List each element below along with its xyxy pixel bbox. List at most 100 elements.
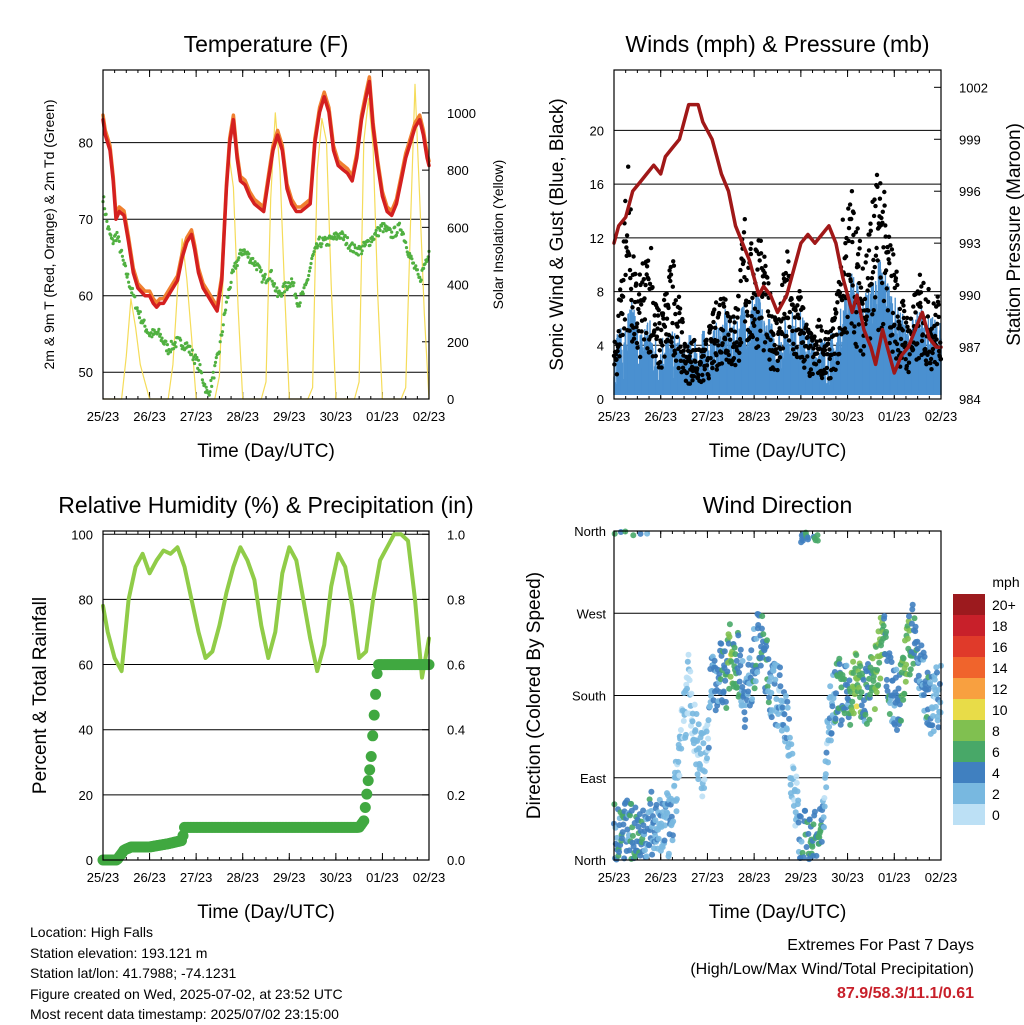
gust-point [832,315,838,321]
legend-label: 16 [992,639,1008,655]
gust-point [622,317,628,322]
gust-point [639,329,644,334]
gust-point [713,325,718,330]
gust-point [702,367,707,372]
gust-point [704,363,710,368]
gust-point [814,339,819,344]
gust-point [881,298,887,304]
direction-point [884,688,891,694]
gust-point [872,264,877,270]
gust-point [711,319,716,325]
gust-point [714,367,719,372]
x-tick-label: 28/23 [738,409,771,424]
dewpoint-point [275,286,279,290]
direction-point [641,847,648,854]
gust-point [777,326,782,331]
gust-point [911,304,916,309]
y2-tick-label: 984 [959,392,981,407]
gust-point [784,277,790,283]
dewpoint-point [394,233,398,237]
gust-point [634,340,640,346]
gust-point [714,353,719,358]
direction-point [786,715,793,722]
direction-point [814,537,821,544]
gust-point [873,295,878,300]
direction-point [810,821,817,828]
direction-point [799,849,806,856]
gust-point [738,267,743,273]
dewpoint-point [120,248,124,252]
gust-point [750,295,755,301]
direction-point [828,730,835,737]
gust-point [786,338,792,343]
dewpoint-point [200,378,204,382]
gust-point [671,263,677,268]
gust-point [874,245,879,251]
dewpoint-point [388,227,392,231]
gust-point [785,315,791,321]
gust-point [800,354,805,360]
gust-point [804,322,809,327]
gust-point [893,276,899,281]
direction-point [752,678,759,685]
gust-point [865,276,871,281]
y2-tick-label: 800 [447,163,469,178]
gust-point [868,228,873,233]
gust-point [809,331,814,336]
direction-point [739,658,746,664]
gust-point [673,298,678,303]
gust-point [826,337,831,342]
gust-point [775,367,780,373]
gust-point [627,252,632,258]
dewpoint-point [158,332,162,336]
gust-point [659,327,664,333]
direction-point [850,658,857,665]
direction-point [749,696,756,702]
gust-point [661,297,667,303]
gust-point [644,330,649,336]
gust-point [827,356,832,361]
gust-point [854,344,859,349]
gust-point [670,284,675,289]
gust-point [650,285,655,290]
gust-point [655,326,660,331]
gust-point [879,215,884,221]
gust-point [906,369,911,375]
direction-point [632,804,639,811]
direction-point [753,635,760,642]
gust-point [626,164,631,169]
dewpoint-point [390,230,394,234]
gust-point [894,341,900,347]
gust-point [777,355,783,360]
dewpoint-point [381,230,385,234]
direction-point [898,717,904,724]
legend-label: 0 [992,807,1000,823]
dewpoint-point [411,261,416,265]
direction-point [925,686,932,693]
precip-point [177,830,189,842]
dewpoint-point [283,290,287,294]
gust-point [758,238,763,243]
direction-point [643,853,650,860]
dewpoint-point [312,250,316,254]
gust-point [644,272,649,277]
legend-swatch [953,741,985,762]
dewpoint-point [425,257,429,262]
dewpoint-point [302,286,306,290]
gust-point [675,324,680,329]
direction-point [914,638,921,645]
gust-point [745,313,750,318]
direction-point [720,688,727,695]
series-solar-line [102,83,430,400]
direction-point [726,633,733,640]
direction-point [640,807,647,814]
gust-point [802,357,807,363]
legend-swatch [953,804,985,825]
gust-point [901,315,907,321]
gust-point [773,347,779,352]
gust-point [726,332,731,337]
dewpoint-point [422,266,426,270]
gust-point [834,332,839,337]
direction-point [795,819,802,826]
gust-point [712,307,717,312]
